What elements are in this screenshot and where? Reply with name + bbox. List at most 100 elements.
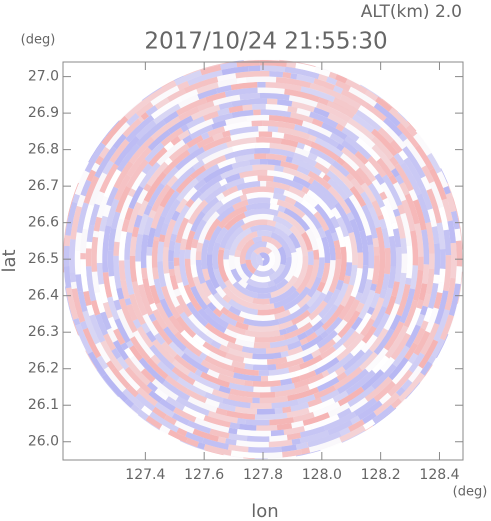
- echo-cell: [83, 290, 92, 307]
- echo-cell: [63, 244, 65, 258]
- echo-cell: [350, 316, 363, 331]
- echo-cell: [152, 267, 160, 280]
- echo-cell: [168, 341, 185, 358]
- echo-cell: [400, 238, 408, 254]
- echo-cell: [221, 130, 231, 138]
- echo-cell: [215, 196, 242, 216]
- echo-cell: [151, 239, 159, 269]
- echo-cell: [369, 292, 381, 309]
- echo-cell: [124, 207, 134, 221]
- echo-cell: [336, 371, 348, 382]
- echo-cell: [145, 105, 158, 117]
- echo-cell: [90, 300, 101, 316]
- echo-cell: [311, 320, 325, 333]
- echo-cell: [77, 290, 88, 313]
- echo-cell: [231, 109, 254, 119]
- echo-cell: [217, 205, 248, 229]
- echo-cell: [206, 254, 220, 289]
- echo-cell: [406, 245, 413, 279]
- echo-cell: [274, 384, 310, 398]
- echo-cell: [307, 250, 314, 266]
- echo-cell: [162, 380, 191, 402]
- echo-cell: [151, 339, 176, 364]
- echo-cell: [116, 143, 141, 172]
- echo-cell: [171, 366, 196, 386]
- echo-cell: [72, 193, 80, 204]
- echo-cell: [360, 334, 378, 354]
- echo-cell: [170, 136, 181, 146]
- echo-cell: [230, 131, 259, 142]
- echo-cell: [288, 185, 306, 199]
- echo-cell: [132, 330, 155, 359]
- echo-cell: [194, 368, 203, 377]
- y-tick-label: 26.2: [28, 361, 59, 377]
- echo-cell: [86, 304, 95, 316]
- echo-cell: [150, 205, 165, 229]
- echo-cell: [314, 137, 344, 158]
- echo-cell: [99, 146, 110, 159]
- echo-cell: [300, 198, 318, 215]
- echo-cell: [112, 339, 129, 361]
- echo-cell: [242, 104, 253, 111]
- echo-cell: [296, 107, 311, 117]
- echo-cell: [307, 170, 332, 191]
- echo-cell: [100, 340, 124, 372]
- echo-cell: [146, 161, 169, 187]
- echo-cell: [173, 242, 181, 258]
- echo-cell: [280, 378, 293, 386]
- echo-cell: [335, 80, 351, 92]
- echo-cell: [137, 116, 145, 123]
- echo-cell: [252, 235, 263, 244]
- echo-cell: [343, 275, 351, 285]
- echo-cell: [321, 122, 348, 141]
- echo-cell: [165, 396, 185, 411]
- echo-cell: [348, 264, 358, 286]
- echo-cell: [355, 167, 373, 187]
- echo-cell: [190, 210, 206, 233]
- echo-cell: [185, 198, 195, 208]
- echo-cell: [289, 225, 309, 257]
- echo-cell: [126, 303, 138, 322]
- echo-cell: [382, 174, 403, 207]
- echo-cell: [339, 427, 351, 437]
- echo-cell: [243, 208, 279, 218]
- echo-cell: [360, 369, 385, 391]
- echo-cell: [333, 85, 344, 94]
- echo-cell: [348, 232, 358, 266]
- y-tick-label: 26.1: [28, 397, 59, 413]
- echo-cell: [126, 376, 141, 392]
- echo-cell: [204, 322, 237, 344]
- echo-cell: [416, 193, 431, 224]
- echo-cell: [331, 207, 342, 220]
- echo-cell: [337, 386, 365, 407]
- echo-cell: [235, 439, 269, 448]
- echo-cell: [184, 249, 191, 259]
- echo-cell: [335, 123, 345, 132]
- echo-cell: [106, 296, 120, 321]
- echo-cell: [268, 115, 304, 126]
- echo-cell: [373, 380, 396, 402]
- echo-cell: [199, 352, 208, 361]
- echo-cell: [290, 73, 298, 80]
- echo-cell: [421, 264, 430, 285]
- echo-cell: [212, 98, 222, 106]
- echo-cell: [373, 312, 390, 338]
- echo-cell: [129, 355, 141, 367]
- echo-cell: [196, 242, 204, 252]
- echo-cell: [327, 186, 352, 215]
- echo-cell: [235, 333, 256, 343]
- echo-cell: [168, 261, 175, 270]
- echo-cell: [160, 222, 169, 236]
- echo-cell: [252, 352, 282, 360]
- echo-cell: [234, 249, 242, 258]
- echo-cell: [315, 61, 330, 71]
- echo-cell: [200, 359, 235, 378]
- echo-cell: [276, 422, 293, 431]
- echo-cell: [387, 194, 399, 211]
- echo-cell: [433, 274, 440, 284]
- echo-cell: [174, 157, 199, 180]
- echo-cell: [174, 265, 183, 284]
- echo-cell: [336, 143, 345, 152]
- echo-cell: [322, 290, 334, 304]
- echo-cell: [172, 299, 181, 308]
